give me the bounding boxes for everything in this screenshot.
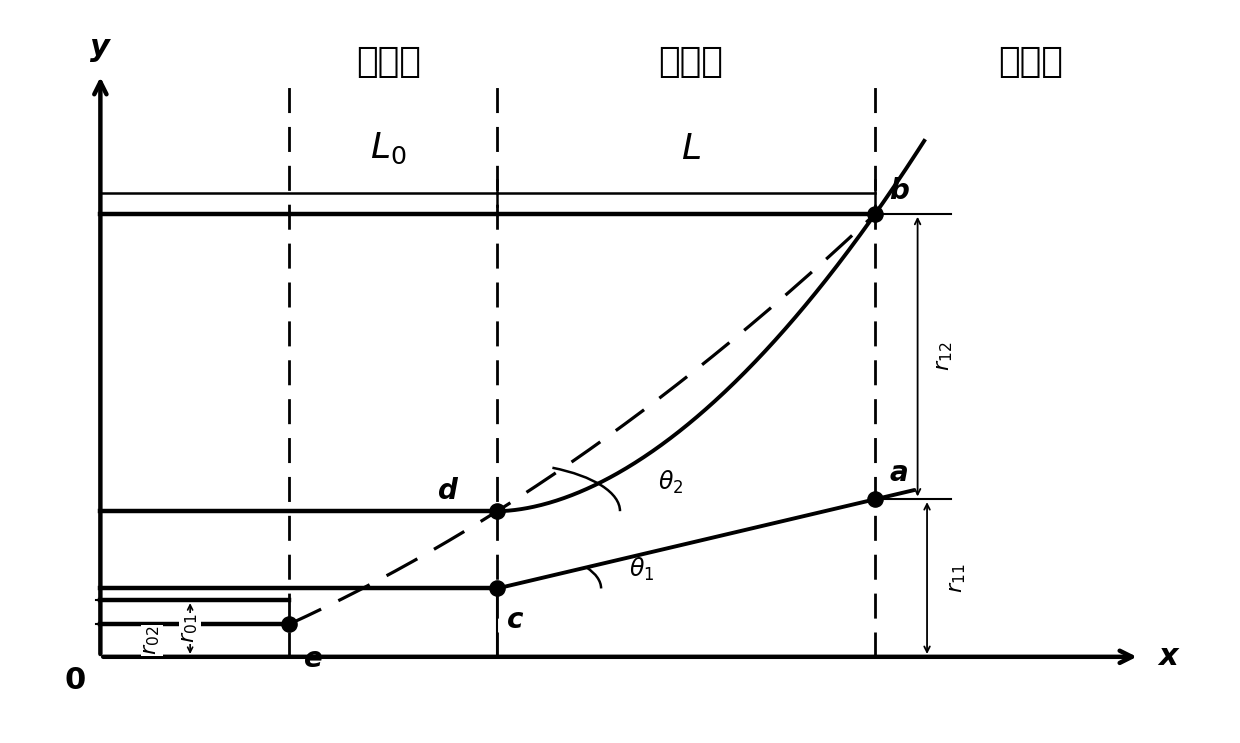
Point (487, 583, 507, 594)
Text: 0: 0 (64, 666, 87, 695)
Text: $r_{01}$: $r_{01}$ (180, 614, 200, 643)
Text: $r_{02}$: $r_{02}$ (143, 626, 162, 655)
Text: b: b (889, 177, 909, 205)
Text: x: x (1158, 642, 1178, 672)
Text: y: y (91, 33, 110, 62)
Text: $L_0$: $L_0$ (371, 131, 407, 166)
Text: 匹配段: 匹配段 (658, 45, 723, 80)
Text: $\theta_2$: $\theta_2$ (657, 469, 683, 496)
Point (279, 618, 299, 630)
Text: 传输段: 传输段 (998, 45, 1064, 80)
Text: e: e (304, 645, 322, 673)
Text: 同轴段: 同轴段 (356, 45, 420, 80)
Text: $L$: $L$ (681, 132, 701, 166)
Point (866, 208, 885, 220)
Text: $\theta_1$: $\theta_1$ (630, 555, 655, 583)
Text: $r_{11}$: $r_{11}$ (947, 563, 968, 593)
Text: c: c (507, 606, 523, 635)
Point (487, 505, 507, 517)
Text: a: a (889, 459, 908, 487)
Text: $r_{12}$: $r_{12}$ (935, 342, 955, 372)
Text: d: d (438, 477, 458, 505)
Point (866, 493, 885, 505)
